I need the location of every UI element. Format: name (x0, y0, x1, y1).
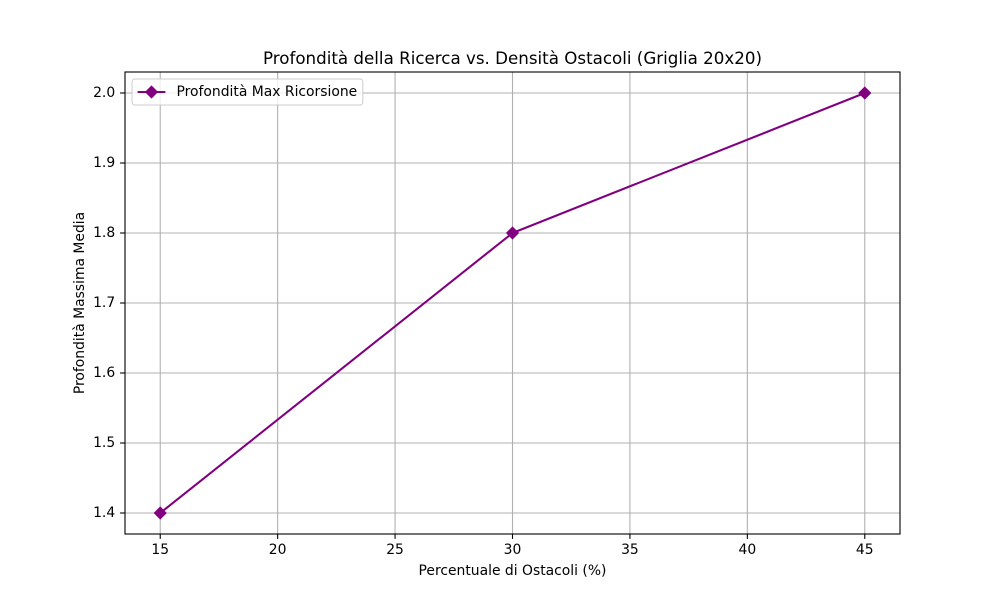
x-axis-label: Percentuale di Ostacoli (%) (419, 563, 607, 579)
x-tick-label: 35 (621, 542, 639, 558)
x-tick-label: 25 (386, 542, 404, 558)
x-tick-label: 30 (504, 542, 522, 558)
y-tick-label: 1.8 (93, 225, 115, 241)
data-point-marker (858, 86, 872, 100)
y-tick-label: 2.0 (93, 85, 115, 101)
y-tick-label: 1.7 (93, 295, 115, 311)
x-tick-label: 40 (739, 542, 757, 558)
y-tick-label: 1.6 (93, 365, 115, 381)
y-axis-label: Profondità Massima Media (72, 212, 88, 394)
x-tick-label: 15 (151, 542, 169, 558)
data-point-marker (505, 226, 520, 240)
legend: Profondità Max Ricorsione (131, 78, 364, 106)
legend-label: Profondità Max Ricorsione (177, 84, 358, 100)
data-point-marker (153, 506, 167, 520)
legend-marker-diamond (144, 85, 159, 99)
x-axis: 15 20 25 30 35 40 45 (151, 534, 874, 558)
y-axis: 1.4 1.5 1.6 1.7 1.8 1.9 2.0 (93, 85, 125, 521)
y-tick-label: 1.9 (93, 155, 115, 171)
x-tick-label: 20 (269, 542, 287, 558)
y-tick-label: 1.4 (93, 505, 115, 521)
x-tick-label: 45 (856, 542, 874, 558)
chart-title: Profondità della Ricerca vs. Densità Ost… (263, 48, 762, 68)
legend-frame (131, 78, 364, 106)
y-tick-label: 1.5 (93, 435, 115, 451)
series-layer (153, 86, 872, 520)
